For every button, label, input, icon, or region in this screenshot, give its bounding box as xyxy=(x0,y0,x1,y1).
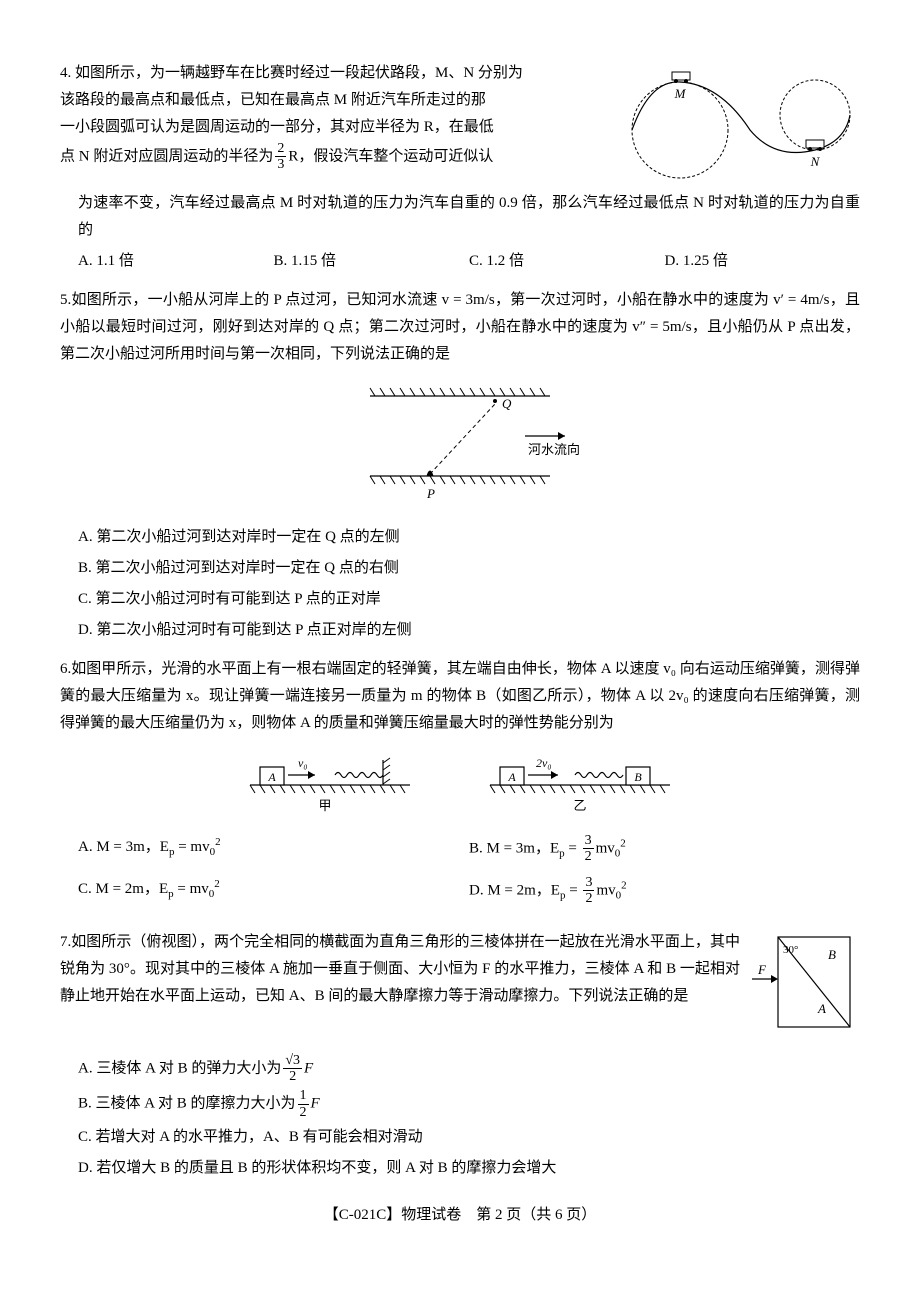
q7-opt-b: B. 三棱体 A 对 B 的摩擦力大小为12F xyxy=(78,1088,860,1120)
q6-opt-b: B. M = 3m，Ep = 32mv02 xyxy=(469,833,860,865)
q7-figure: B A 30° F xyxy=(750,929,860,1049)
q5-opt-d: D. 第二次小船过河时有可能到达 P 点正对岸的左侧 xyxy=(78,617,860,644)
page-footer: 【C-021C】物理试卷 第 2 页（共 6 页） xyxy=(60,1202,860,1229)
q6-opt-d: D. M = 2m，Ep = 32mv02 xyxy=(469,875,860,907)
frac-2-3: 23 xyxy=(275,141,286,173)
svg-text:B: B xyxy=(828,947,836,962)
q6-options: A. M = 3m，Ep = mv02 B. M = 3m，Ep = 32mv0… xyxy=(60,833,860,917)
svg-text:乙: 乙 xyxy=(573,798,586,813)
question-6: 6.如图甲所示，光滑的水平面上有一根右端固定的轻弹簧，其左端自由伸长，物体 A … xyxy=(60,656,860,917)
q4-num: 4. xyxy=(60,65,71,81)
q4-opt-c: C. 1.2 倍 xyxy=(469,248,665,275)
q7-opt-d: D. 若仅增大 B 的质量且 B 的形状体积均不变，则 A 对 B 的摩擦力会增… xyxy=(78,1155,860,1182)
q4-opt-a: A. 1.1 倍 xyxy=(78,248,274,275)
svg-text:A: A xyxy=(267,770,276,784)
svg-text:v₀: v₀ xyxy=(298,756,308,770)
q7-opt-a: A. 三棱体 A 对 B 的弹力大小为√32F xyxy=(78,1053,860,1085)
q5-opt-a: A. 第二次小船过河到达对岸时一定在 Q 点的左侧 xyxy=(78,524,860,551)
svg-text:N: N xyxy=(810,154,821,169)
question-7: B A 30° F 7.如图所示（俯视图），两个完全相同的横截面为直角三角形的三… xyxy=(60,929,860,1183)
q5-text: 5.如图所示，一小船从河岸上的 P 点过河，已知河水流速 v = 3m/s，第一… xyxy=(60,287,860,368)
q5-opt-b: B. 第二次小船过河到达对岸时一定在 Q 点的右侧 xyxy=(78,555,860,582)
q5-options: A. 第二次小船过河到达对岸时一定在 Q 点的左侧 B. 第二次小船过河到达对岸… xyxy=(60,524,860,644)
q4-text2: 为速率不变，汽车经过最高点 M 时对轨道的压力为汽车自重的 0.9 倍，那么汽车… xyxy=(60,190,860,244)
footer-code: 【C-021C】 xyxy=(324,1207,402,1223)
q6-num: 6. xyxy=(60,661,71,677)
q6-text: 6.如图甲所示，光滑的水平面上有一根右端固定的轻弹簧，其左端自由伸长，物体 A … xyxy=(60,656,860,737)
q5-opt-c: C. 第二次小船过河时有可能到达 P 点的正对岸 xyxy=(78,586,860,613)
svg-text:P: P xyxy=(426,486,435,501)
q7-opt-c: C. 若增大对 A 的水平推力，A、B 有可能会相对滑动 xyxy=(78,1124,860,1151)
footer-title: 物理试卷 xyxy=(401,1207,461,1223)
svg-text:A: A xyxy=(507,770,516,784)
q4-opt-b: B. 1.15 倍 xyxy=(274,248,470,275)
q7-text: 7.如图所示（俯视图），两个完全相同的横截面为直角三角形的三棱体拼在一起放在光滑… xyxy=(60,929,860,1010)
q4-opt-d: D. 1.25 倍 xyxy=(665,248,861,275)
q4-figure: M N xyxy=(620,60,860,190)
question-5: 5.如图所示，一小船从河岸上的 P 点过河，已知河水流速 v = 3m/s，第一… xyxy=(60,287,860,644)
svg-text:30°: 30° xyxy=(783,944,798,956)
q7-options: A. 三棱体 A 对 B 的弹力大小为√32F B. 三棱体 A 对 B 的摩擦… xyxy=(60,1053,860,1183)
question-4: M N 4. 如图所示，为一辆越野车在比赛时经过一段起伏路段，M、N 分别为 该… xyxy=(60,60,860,275)
q7-num: 7. xyxy=(60,934,71,950)
svg-text:M: M xyxy=(674,86,687,101)
svg-text:A: A xyxy=(817,1001,826,1016)
q6-opt-a: A. M = 3m，Ep = mv02 xyxy=(78,833,469,865)
svg-text:F: F xyxy=(757,962,767,977)
svg-text:2v₀: 2v₀ xyxy=(536,756,552,770)
svg-text:B: B xyxy=(634,770,642,784)
q6-figure: A v₀ 甲 A 2v₀ B 乙 xyxy=(60,745,860,825)
q5-num: 5. xyxy=(60,292,71,308)
q5-figure: Q P 河水流向 xyxy=(60,376,860,516)
svg-text:河水流向: 河水流向 xyxy=(528,442,580,457)
svg-text:甲: 甲 xyxy=(318,798,331,813)
svg-text:Q: Q xyxy=(502,396,512,411)
footer-page: 第 2 页（共 6 页） xyxy=(476,1207,596,1223)
q4-options: A. 1.1 倍 B. 1.15 倍 C. 1.2 倍 D. 1.25 倍 xyxy=(60,248,860,275)
q6-opt-c: C. M = 2m，Ep = mv02 xyxy=(78,875,469,907)
